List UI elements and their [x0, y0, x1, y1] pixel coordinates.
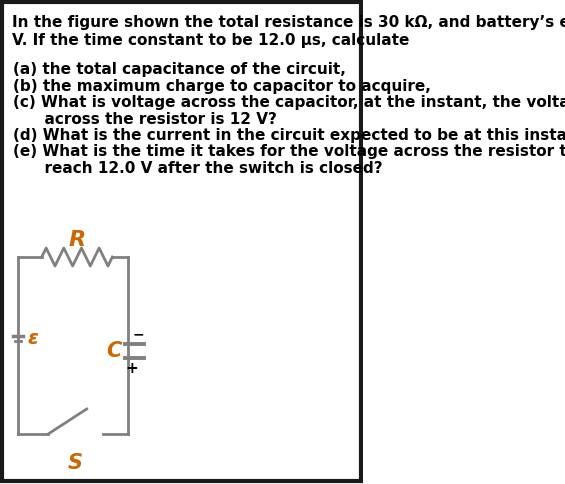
Text: reach 12.0 V after the switch is closed?: reach 12.0 V after the switch is closed?	[13, 161, 383, 176]
Text: −: −	[133, 327, 145, 341]
Text: across the resistor is 12 V?: across the resistor is 12 V?	[13, 111, 277, 126]
Text: R: R	[68, 229, 86, 249]
Text: ε: ε	[27, 329, 38, 348]
Text: (d) What is the current in the circuit expected to be at this instantand: (d) What is the current in the circuit e…	[13, 128, 565, 143]
Text: (e) What is the time it takes for the voltage across the resistor to: (e) What is the time it takes for the vo…	[13, 144, 565, 159]
Text: +: +	[125, 361, 138, 376]
Text: V. If the time constant to be 12.0 μs, calculate: V. If the time constant to be 12.0 μs, c…	[11, 33, 409, 48]
Text: S: S	[68, 452, 83, 472]
Text: (b) the maximum charge to capacitor to acquire,: (b) the maximum charge to capacitor to a…	[13, 78, 431, 93]
Text: In the figure shown the total resistance is 30 kΩ, and battery’s emf is 18: In the figure shown the total resistance…	[11, 15, 565, 30]
Text: C: C	[107, 341, 122, 361]
Text: (c) What is voltage across the capacitor, at the instant, the voltage: (c) What is voltage across the capacitor…	[13, 95, 565, 110]
Text: (a) the total capacitance of the circuit,: (a) the total capacitance of the circuit…	[13, 62, 346, 77]
